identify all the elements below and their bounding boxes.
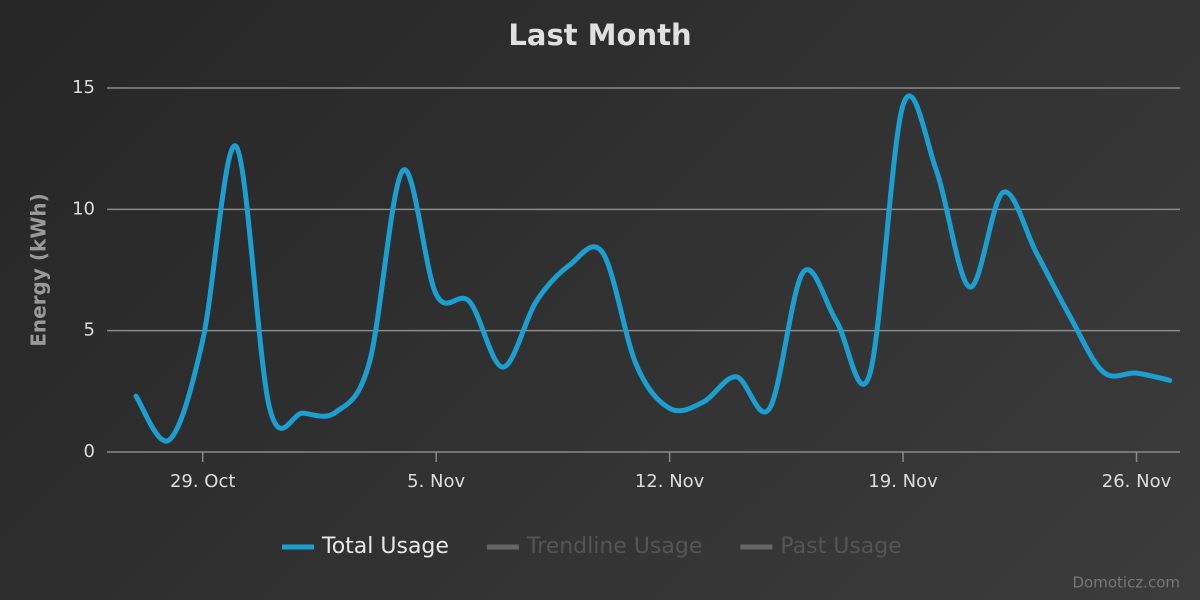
y-tick-label: 0 (84, 441, 95, 462)
x-tick-label: 19. Nov (868, 471, 938, 492)
credit: Domoticz.com (1073, 574, 1181, 592)
x-tick-label: 5. Nov (407, 471, 465, 492)
y-axis-label: Energy (kWh) (27, 193, 51, 347)
x-tick-label: 12. Nov (635, 471, 705, 492)
chart-title: Last Month (508, 18, 691, 52)
legend-label[interactable]: Trendline Usage (526, 534, 702, 559)
y-tick-label: 15 (72, 77, 95, 98)
legend-label[interactable]: Past Usage (780, 534, 901, 559)
x-tick-label: 26. Nov (1102, 471, 1172, 492)
data-line (133, 93, 1173, 444)
x-tick-label: 29. Oct (170, 471, 235, 492)
y-tick-label: 10 (72, 198, 95, 219)
y-tick-label: 5 (84, 320, 95, 341)
legend-label[interactable]: Total Usage (321, 534, 449, 559)
